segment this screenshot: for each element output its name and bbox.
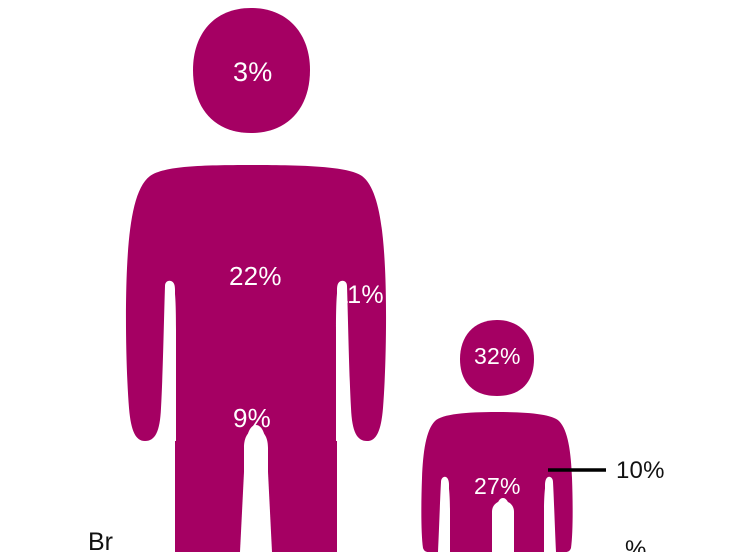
adult-arm-percent-label: 11% <box>335 281 384 309</box>
child-head-percent-label: 32% <box>474 343 521 369</box>
child-figure <box>421 320 573 552</box>
adult-right-arm-slit <box>336 282 348 441</box>
adult-body-shape <box>125 165 387 552</box>
child-head-shape <box>460 320 534 396</box>
adult-leg-gap <box>240 425 272 552</box>
child-body-shape <box>421 412 573 552</box>
child-leg-gap <box>493 498 513 552</box>
child-right-arm-slit <box>544 481 555 552</box>
adult-head-shape <box>193 8 310 133</box>
adult-figure <box>125 8 387 552</box>
child-torso-percent-label: 27% <box>474 473 521 499</box>
child-arm-percent-label: 10% <box>616 457 665 484</box>
bottom-right-cutoff-label: % <box>625 536 647 552</box>
adult-torso-percent-label: 22% <box>229 261 282 291</box>
adult-legs-percent-label: 9% <box>233 403 271 433</box>
bottom-left-caption-cutoff: Br <box>88 528 113 552</box>
child-left-arm-slit <box>439 481 450 552</box>
adult-left-arm-slit <box>164 282 176 441</box>
adult-head-percent-label: 3% <box>233 57 273 87</box>
